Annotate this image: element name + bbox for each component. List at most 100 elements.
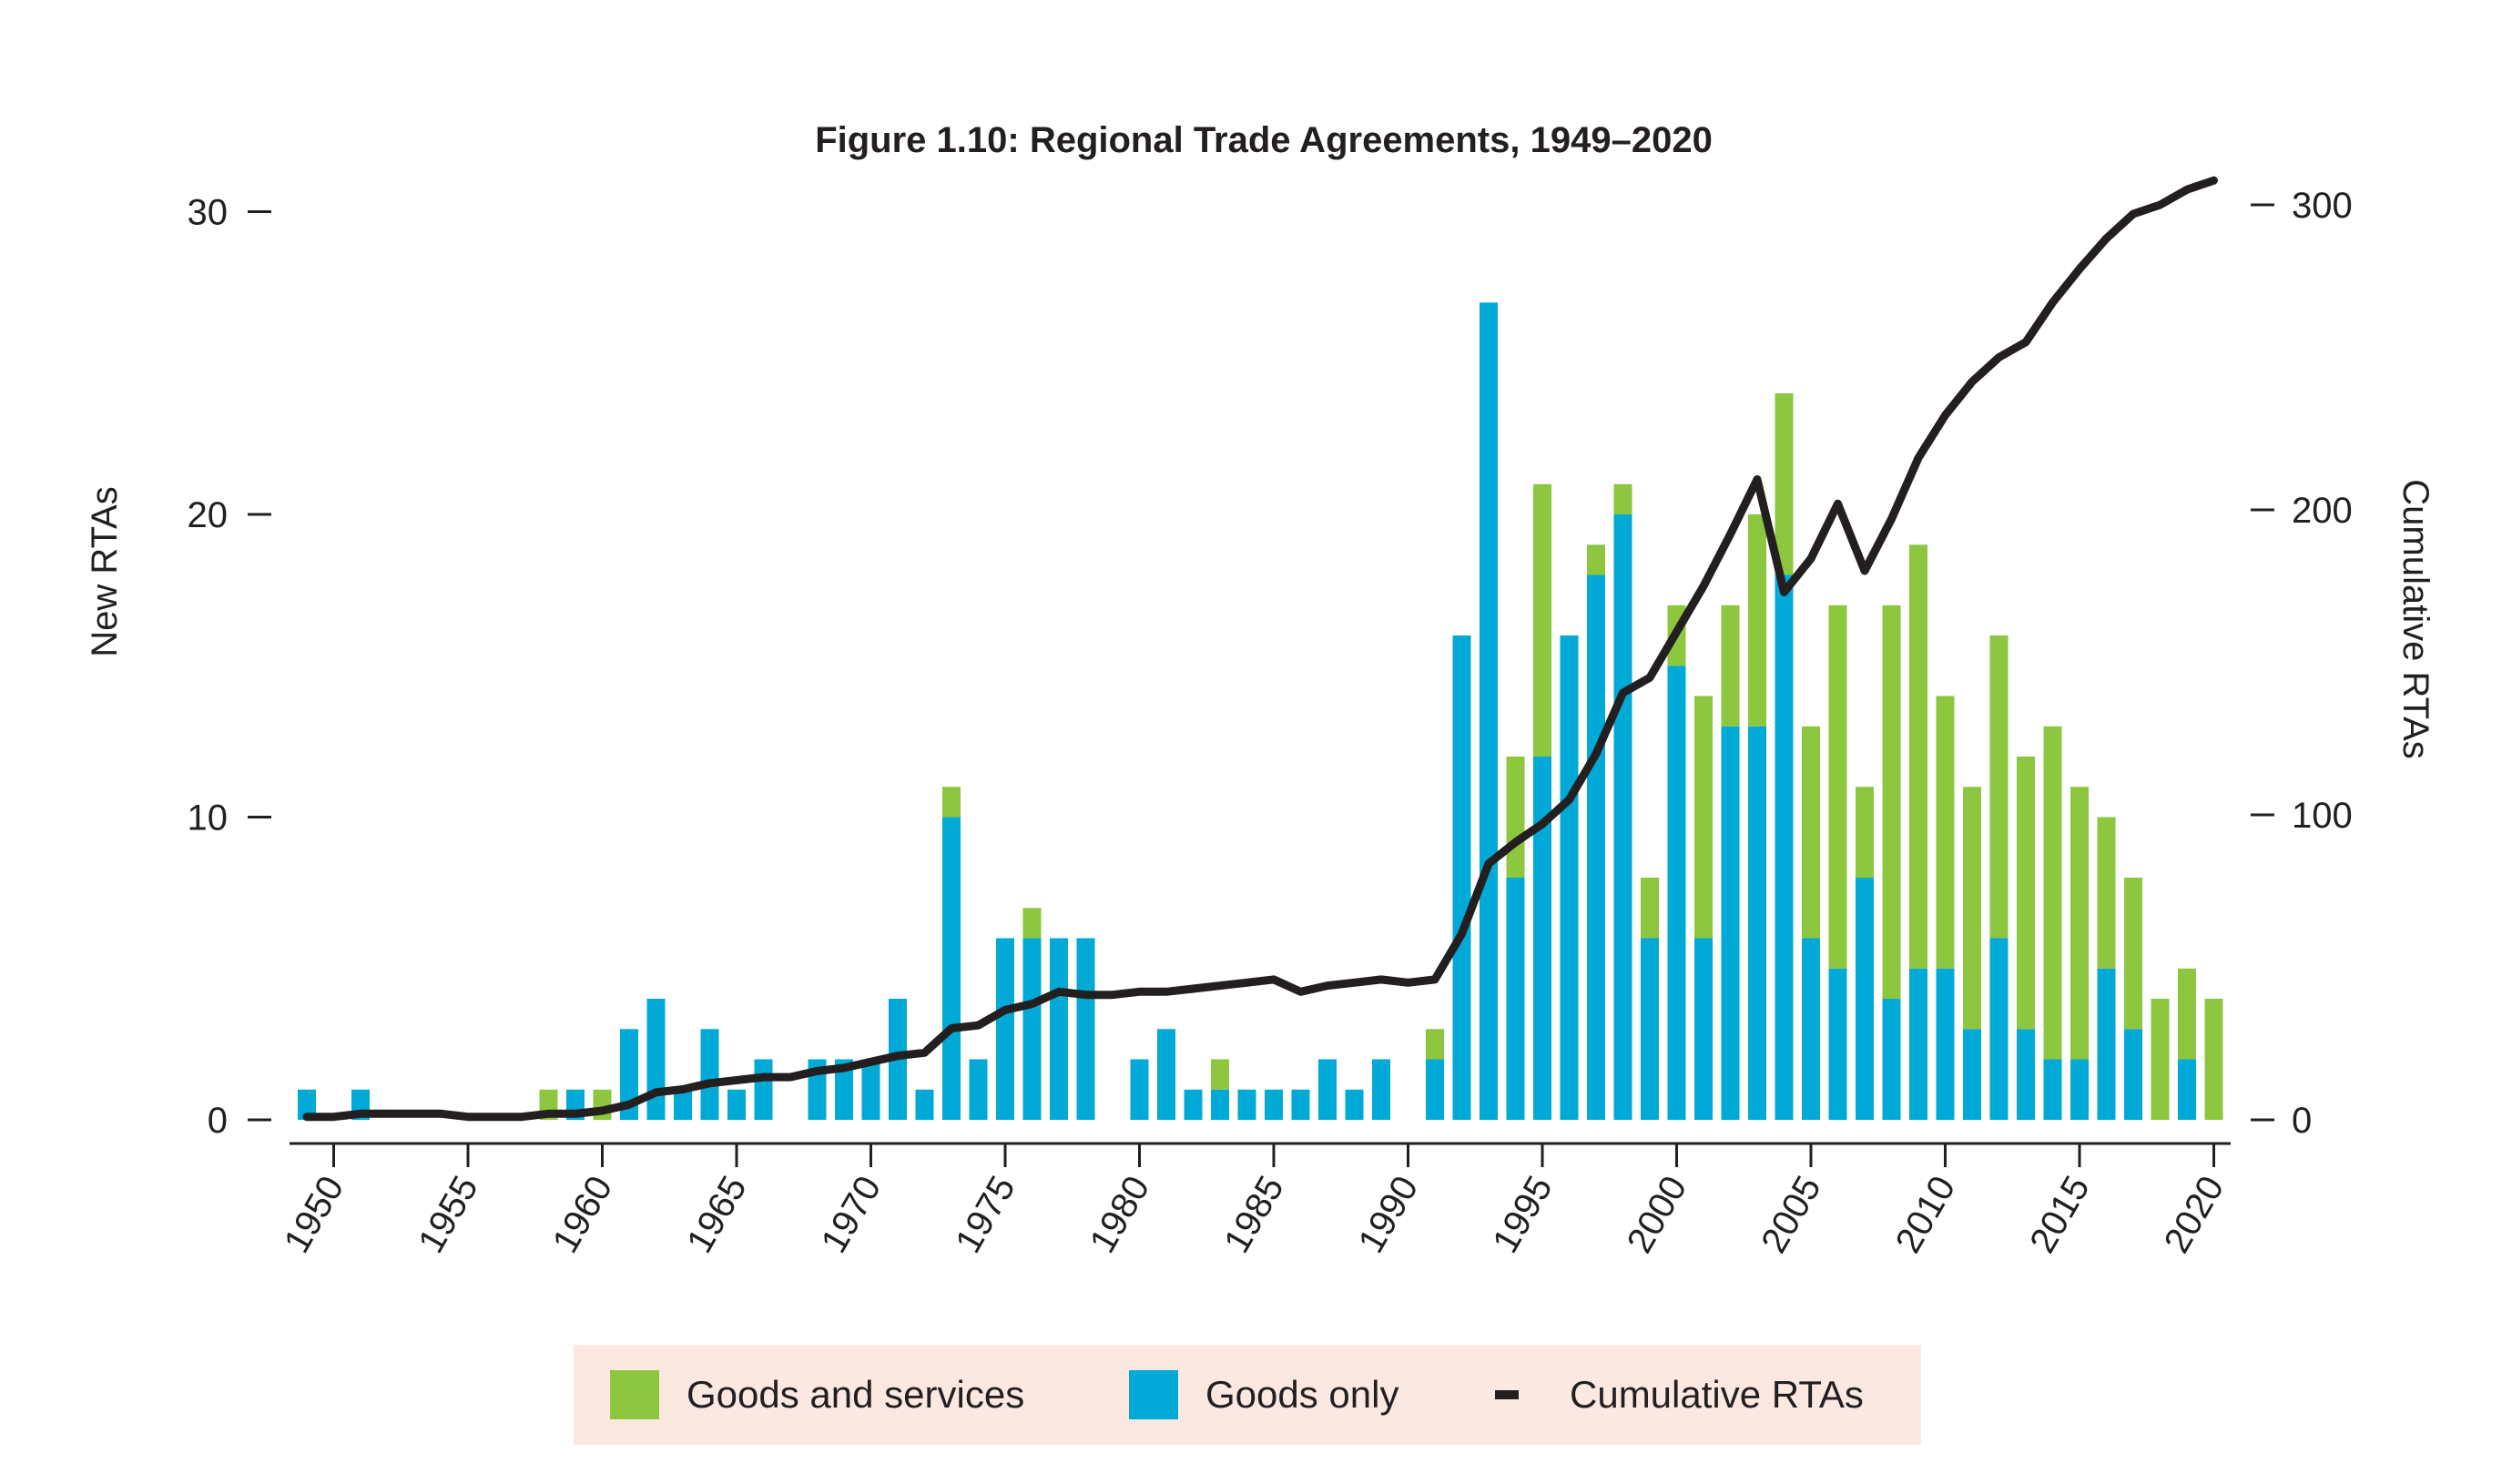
bar-goods-only-1985 — [1265, 1089, 1283, 1121]
bar-goods-only-1974 — [969, 1059, 988, 1120]
bar-goods-only-1977 — [1050, 938, 1068, 1120]
bar-goods-only-2005 — [1802, 938, 1820, 1120]
bar-goods-only-2006 — [1828, 968, 1847, 1121]
bar-goods-and-services-2003 — [1748, 514, 1766, 727]
bar-goods-only-2019 — [2178, 1059, 2196, 1120]
legend-label-cumulative-rtas: Cumulative RTAs — [1570, 1373, 1864, 1416]
y-axis-label-right: Cumulative RTAs — [2395, 479, 2436, 759]
chart-title: Figure 1.10: Regional Trade Agreements, … — [815, 120, 1713, 160]
bar-goods-only-2002 — [1721, 726, 1740, 1121]
y-tick-label-right-300: 300 — [2292, 186, 2353, 226]
bar-goods-and-services-2019 — [2178, 968, 2196, 1060]
legend-item-goods-and-services: Goods and services — [610, 1345, 1024, 1445]
legend-item-goods-only: Goods only — [1129, 1345, 1398, 1445]
bar-goods-only-1975 — [996, 938, 1014, 1120]
bar-goods-only-2014 — [2043, 1059, 2062, 1120]
bar-goods-and-services-2005 — [1802, 726, 1820, 939]
bar-goods-only-2001 — [1694, 938, 1713, 1120]
bar-goods-only-1996 — [1560, 635, 1579, 1120]
bar-goods-only-1984 — [1237, 1089, 1256, 1121]
legend-swatch-goods-only — [1129, 1370, 1178, 1419]
bar-goods-only-2015 — [2070, 1059, 2089, 1120]
bar-goods-and-services-2016 — [2097, 817, 2116, 969]
x-tick-label-1970: 1970 — [814, 1170, 890, 1260]
bar-goods-and-services-1983 — [1211, 1059, 1229, 1090]
x-tick-label-2010: 2010 — [1888, 1170, 1964, 1260]
bar-goods-and-services-1976 — [1022, 908, 1042, 939]
bar-goods-and-services-2015 — [2070, 787, 2089, 1060]
bar-goods-only-1988 — [1345, 1089, 1364, 1121]
bar-goods-only-1995 — [1533, 757, 1551, 1120]
bar-goods-only-1965 — [727, 1089, 746, 1121]
legend-label-goods-only: Goods only — [1205, 1373, 1399, 1416]
bar-goods-and-services-1995 — [1533, 483, 1551, 757]
legend-swatch-goods-and-services — [610, 1370, 659, 1419]
bar-goods-and-services-2004 — [1775, 393, 1794, 575]
bar-goods-and-services-2020 — [2204, 999, 2223, 1120]
bar-goods-and-services-1997 — [1587, 544, 1605, 575]
x-tick-label-1975: 1975 — [948, 1170, 1023, 1260]
y-tick-label-left-30: 30 — [188, 193, 229, 233]
bar-goods-only-1987 — [1318, 1059, 1337, 1120]
bar-goods-only-1982 — [1184, 1089, 1203, 1121]
x-tick-label-1950: 1950 — [277, 1170, 352, 1260]
bar-goods-only-1964 — [700, 1029, 719, 1121]
bar-goods-and-services-2008 — [1882, 605, 1901, 1000]
legend: Goods and services Goods only Cumulative… — [574, 1345, 1921, 1445]
bar-goods-only-1966 — [754, 1059, 773, 1120]
bar-goods-only-1978 — [1076, 938, 1095, 1120]
bar-goods-only-1991 — [1426, 1059, 1444, 1120]
bar-goods-only-2011 — [1963, 1029, 1981, 1121]
bar-goods-only-2008 — [1882, 999, 1901, 1120]
bar-goods-and-services-2013 — [2017, 757, 2035, 1030]
bar-goods-only-2013 — [2017, 1029, 2035, 1121]
bar-goods-only-1976 — [1022, 938, 1042, 1120]
bar-goods-only-2017 — [2124, 1029, 2142, 1121]
bar-goods-only-1972 — [915, 1089, 934, 1121]
bar-goods-only-1997 — [1587, 574, 1605, 1120]
x-tick-label-2000: 2000 — [1620, 1170, 1695, 1260]
y-tick-label-left-10: 10 — [188, 798, 229, 839]
bar-goods-only-1993 — [1480, 302, 1498, 1121]
bar-goods-only-2010 — [1936, 968, 1955, 1121]
bar-goods-only-1994 — [1506, 878, 1525, 1120]
bar-goods-and-services-2001 — [1694, 696, 1713, 939]
bar-goods-only-1981 — [1157, 1029, 1175, 1121]
bar-goods-and-services-1991 — [1426, 1029, 1444, 1060]
legend-line-cumulative-rtas — [1495, 1390, 1519, 1399]
bar-goods-only-1983 — [1211, 1089, 1229, 1121]
bar-goods-only-2007 — [1856, 878, 1874, 1120]
bar-goods-and-services-1998 — [1613, 483, 1632, 515]
bar-goods-only-1998 — [1613, 514, 1632, 1120]
bar-goods-only-1962 — [646, 999, 666, 1120]
bar-goods-only-1969 — [835, 1059, 853, 1120]
bar-goods-and-services-2009 — [1909, 544, 1927, 969]
x-tick-label-1990: 1990 — [1351, 1170, 1427, 1260]
bar-goods-and-services-2012 — [1989, 635, 2009, 939]
x-tick-label-1955: 1955 — [411, 1170, 486, 1260]
bar-goods-only-2003 — [1748, 726, 1766, 1121]
x-tick-label-1995: 1995 — [1485, 1170, 1561, 1260]
bar-goods-and-services-2011 — [1963, 787, 1981, 1030]
y-axis-label-left: New RTAs — [85, 486, 125, 656]
y-tick-label-right-200: 200 — [2292, 491, 2353, 531]
bar-goods-and-services-2014 — [2043, 726, 2062, 1060]
bar-goods-only-2012 — [1989, 938, 2009, 1120]
bar-goods-and-services-2010 — [1936, 696, 1955, 969]
x-tick-label-1980: 1980 — [1083, 1170, 1158, 1260]
x-tick-label-2020: 2020 — [2157, 1170, 2232, 1260]
bar-goods-and-services-2018 — [2151, 999, 2170, 1120]
bar-goods-only-1989 — [1372, 1059, 1390, 1120]
bar-goods-only-1992 — [1452, 635, 1471, 1120]
bar-goods-and-services-2002 — [1721, 605, 1740, 727]
bar-goods-only-1999 — [1641, 938, 1659, 1120]
bar-goods-only-1949 — [298, 1089, 316, 1121]
bar-goods-only-1961 — [620, 1029, 638, 1121]
bar-goods-and-services-2007 — [1856, 787, 1874, 879]
x-tick-label-2015: 2015 — [2022, 1170, 2098, 1260]
y-tick-label-left-20: 20 — [188, 495, 229, 535]
bar-goods-and-services-2017 — [2124, 878, 2142, 1030]
x-tick-label-2005: 2005 — [1754, 1170, 1829, 1260]
